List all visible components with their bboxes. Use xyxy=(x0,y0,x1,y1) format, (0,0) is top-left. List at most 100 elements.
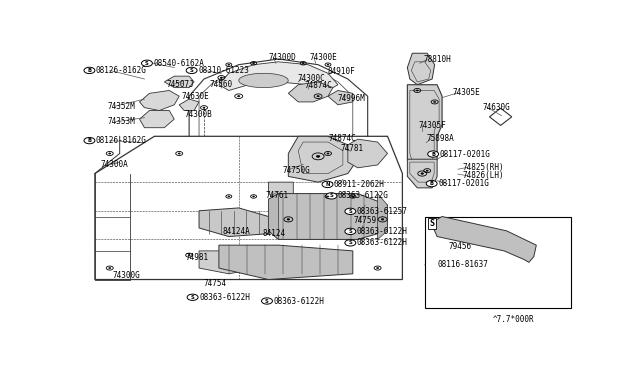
Text: N: N xyxy=(325,182,330,187)
Circle shape xyxy=(352,196,354,197)
Text: S: S xyxy=(348,240,352,246)
Text: 74826(LH): 74826(LH) xyxy=(463,171,504,180)
Polygon shape xyxy=(408,85,442,176)
Text: 74996M: 74996M xyxy=(338,94,365,103)
Text: 74754: 74754 xyxy=(203,279,226,288)
Polygon shape xyxy=(408,53,435,85)
Polygon shape xyxy=(239,73,288,87)
Polygon shape xyxy=(179,99,199,110)
Text: 84124A: 84124A xyxy=(223,227,251,236)
Text: 84124: 84124 xyxy=(262,229,285,238)
Circle shape xyxy=(178,153,180,154)
Polygon shape xyxy=(378,193,388,240)
Polygon shape xyxy=(219,62,338,90)
Text: 74630E: 74630E xyxy=(182,92,209,101)
Text: 74874C: 74874C xyxy=(329,134,356,143)
Text: 74300A: 74300A xyxy=(101,160,129,169)
Polygon shape xyxy=(408,159,437,188)
Circle shape xyxy=(421,173,424,174)
Polygon shape xyxy=(269,193,278,240)
Text: B: B xyxy=(429,181,434,186)
Circle shape xyxy=(228,64,230,65)
Polygon shape xyxy=(269,193,388,240)
Text: 08117-0201G: 08117-0201G xyxy=(440,150,490,158)
Text: 74353M: 74353M xyxy=(108,118,135,126)
Circle shape xyxy=(327,64,329,65)
Circle shape xyxy=(203,107,205,108)
Text: 75898A: 75898A xyxy=(426,134,454,143)
Text: 74759: 74759 xyxy=(354,216,377,225)
Text: S: S xyxy=(330,193,333,198)
Circle shape xyxy=(253,196,255,197)
Text: 74981: 74981 xyxy=(186,253,209,262)
Text: 08116-81637: 08116-81637 xyxy=(437,260,488,269)
Circle shape xyxy=(262,298,273,304)
Polygon shape xyxy=(269,182,293,199)
Text: 08310-61223: 08310-61223 xyxy=(198,66,249,75)
Text: 74761: 74761 xyxy=(266,191,289,201)
Circle shape xyxy=(345,228,356,235)
Circle shape xyxy=(317,96,319,97)
Circle shape xyxy=(141,60,152,67)
Circle shape xyxy=(187,294,198,301)
Text: 08363-6122G: 08363-6122G xyxy=(338,191,388,201)
Circle shape xyxy=(228,196,230,197)
Text: 08363-6122H: 08363-6122H xyxy=(273,296,324,305)
Circle shape xyxy=(345,240,356,246)
Circle shape xyxy=(376,267,379,269)
Text: 74300G: 74300G xyxy=(112,271,140,280)
Circle shape xyxy=(428,151,438,157)
Text: 74352M: 74352M xyxy=(108,102,135,111)
Text: B: B xyxy=(429,262,433,267)
Text: 74825(RH): 74825(RH) xyxy=(463,163,504,172)
Circle shape xyxy=(237,96,240,97)
Circle shape xyxy=(109,267,111,269)
Circle shape xyxy=(433,101,436,103)
Circle shape xyxy=(287,219,290,220)
Text: S: S xyxy=(145,61,149,66)
Circle shape xyxy=(531,252,534,254)
Circle shape xyxy=(327,196,329,197)
Circle shape xyxy=(322,181,333,187)
Text: 74781: 74781 xyxy=(340,144,364,153)
Text: 08911-2062H: 08911-2062H xyxy=(334,180,385,189)
Text: 08117-0201G: 08117-0201G xyxy=(438,179,489,188)
Text: 08540-6162A: 08540-6162A xyxy=(154,59,204,68)
Text: S: S xyxy=(348,229,352,234)
Circle shape xyxy=(426,170,428,171)
Circle shape xyxy=(84,67,95,74)
Text: 08126-8162G: 08126-8162G xyxy=(96,136,147,145)
Circle shape xyxy=(84,137,95,144)
Polygon shape xyxy=(199,208,269,237)
Text: 74300D: 74300D xyxy=(269,53,296,62)
Text: S: S xyxy=(429,219,435,228)
Text: 84910F: 84910F xyxy=(327,67,355,76)
Circle shape xyxy=(416,90,419,91)
Text: 74560: 74560 xyxy=(210,80,233,89)
Circle shape xyxy=(186,67,197,74)
Text: S: S xyxy=(189,68,193,73)
Polygon shape xyxy=(348,139,388,168)
Text: 08363-61257: 08363-61257 xyxy=(356,207,408,216)
Polygon shape xyxy=(432,217,536,262)
Text: 74305F: 74305F xyxy=(419,121,446,130)
Circle shape xyxy=(316,155,320,157)
Circle shape xyxy=(426,180,437,187)
Circle shape xyxy=(220,77,223,78)
Text: ^7.7*000R: ^7.7*000R xyxy=(493,315,534,324)
Text: 74300C: 74300C xyxy=(297,74,325,83)
Text: 08363-6122H: 08363-6122H xyxy=(199,293,250,302)
Circle shape xyxy=(326,193,337,199)
Circle shape xyxy=(433,229,436,230)
Text: B: B xyxy=(431,151,435,157)
Circle shape xyxy=(327,153,329,154)
Text: B: B xyxy=(88,138,92,143)
Polygon shape xyxy=(199,251,259,274)
Text: 74305E: 74305E xyxy=(453,88,481,97)
Text: 08126-8162G: 08126-8162G xyxy=(96,66,147,75)
Circle shape xyxy=(425,262,436,268)
Text: 08363-6122H: 08363-6122H xyxy=(356,227,408,236)
Text: 74300B: 74300B xyxy=(184,110,212,119)
Text: 74874C: 74874C xyxy=(304,81,332,90)
Circle shape xyxy=(253,63,255,64)
